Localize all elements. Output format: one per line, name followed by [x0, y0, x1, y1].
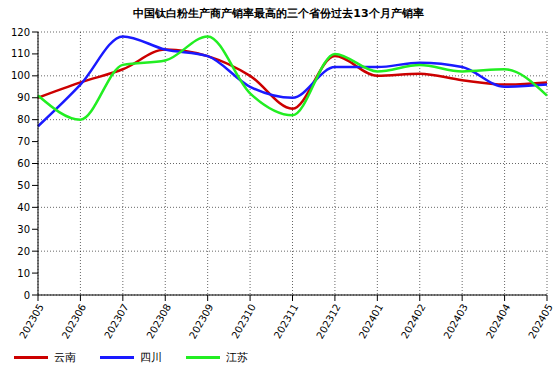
svg-text:110: 110	[11, 48, 30, 59]
svg-text:120: 120	[11, 27, 30, 38]
svg-text:202309: 202309	[187, 302, 216, 341]
svg-text:202401: 202401	[357, 302, 386, 341]
svg-text:202308: 202308	[145, 302, 174, 341]
svg-text:202404: 202404	[484, 302, 513, 341]
svg-text:202311: 202311	[272, 302, 301, 341]
svg-text:0: 0	[24, 290, 30, 301]
svg-text:70: 70	[17, 136, 30, 147]
svg-text:202305: 202305	[17, 302, 46, 341]
html-text:云南: 云南	[54, 351, 76, 364]
svg-text:80: 80	[17, 114, 30, 125]
svg-text:202312: 202312	[314, 302, 343, 341]
svg-text:202310: 202310	[229, 302, 258, 341]
svg-text:30: 30	[17, 224, 30, 235]
svg-text:202306: 202306	[60, 302, 89, 341]
svg-text:100: 100	[11, 70, 30, 81]
svg-text:202402: 202402	[399, 302, 428, 341]
svg-text:50: 50	[17, 180, 30, 191]
svg-text:10: 10	[17, 268, 30, 279]
svg-text:90: 90	[17, 92, 30, 103]
svg-text:60: 60	[17, 158, 30, 169]
svg-text:202405: 202405	[526, 302, 549, 341]
html-text:中国钛白粉生产商产销率最高的三个省份过去13个月产销率: 中国钛白粉生产商产销率最高的三个省份过去13个月产销率	[133, 7, 424, 20]
svg-text:40: 40	[17, 202, 30, 213]
html-text:江苏: 江苏	[226, 351, 248, 364]
html-text:四川: 四川	[140, 351, 162, 364]
svg-text:202403: 202403	[441, 302, 470, 341]
svg-text:202307: 202307	[102, 302, 131, 341]
svg-text:20: 20	[17, 246, 30, 257]
